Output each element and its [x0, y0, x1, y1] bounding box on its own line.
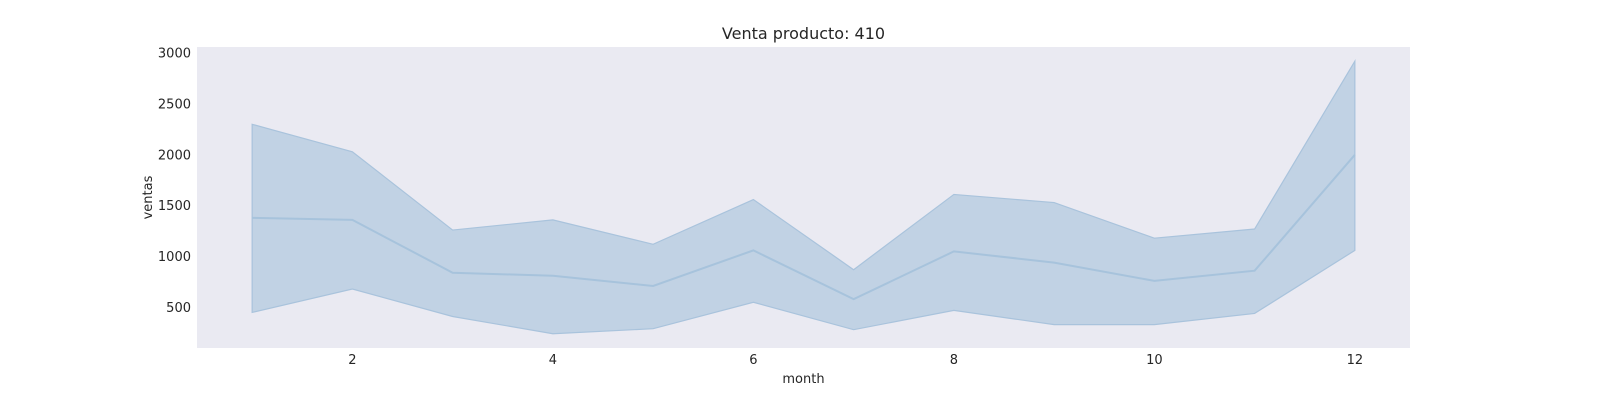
chart-title: Venta producto: 410	[722, 24, 885, 43]
x-tick-label: 6	[749, 353, 757, 368]
y-tick-label: 2000	[158, 148, 191, 163]
confidence-band	[251, 59, 1356, 335]
x-tick-label: 10	[1146, 353, 1163, 368]
y-tick-label: 3000	[158, 47, 191, 62]
y-tick-label: 500	[166, 301, 191, 316]
x-tick-label: 12	[1347, 353, 1364, 368]
y-tick-label: 2500	[158, 97, 191, 112]
x-tick-label: 2	[348, 353, 356, 368]
x-axis-label: month	[782, 372, 824, 387]
series-line	[252, 154, 1356, 301]
y-tick-label: 1500	[158, 199, 191, 214]
y-tick-label: 1000	[158, 250, 191, 265]
y-axis-label: ventas	[141, 175, 156, 219]
x-tick-label: 4	[549, 353, 557, 368]
x-tick-label: 8	[950, 353, 958, 368]
